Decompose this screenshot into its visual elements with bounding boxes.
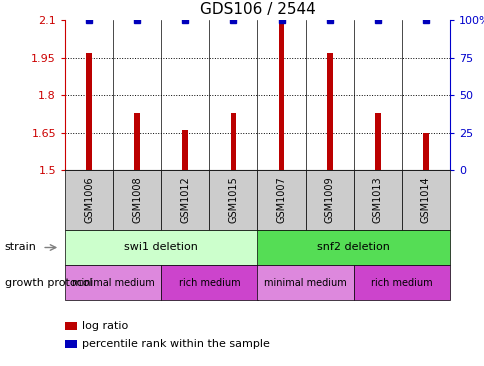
Text: GSM1007: GSM1007 [276,177,286,223]
Bar [326,52,332,170]
Bar [422,132,428,170]
Bar [134,112,140,170]
Text: GSM1006: GSM1006 [84,177,94,223]
Text: GSM1015: GSM1015 [228,177,238,223]
Text: minimal medium: minimal medium [72,277,154,288]
Text: percentile rank within the sample: percentile rank within the sample [82,339,269,349]
Text: GSM1013: GSM1013 [372,177,382,223]
Bar [230,112,236,170]
Text: GSM1014: GSM1014 [420,177,430,223]
Bar [86,52,92,170]
Text: rich medium: rich medium [178,277,240,288]
Text: rich medium: rich medium [370,277,432,288]
Text: growth protocol: growth protocol [5,277,92,288]
Bar [182,130,188,170]
Text: strain: strain [5,243,37,253]
Title: GDS106 / 2544: GDS106 / 2544 [199,3,315,18]
Text: log ratio: log ratio [82,321,128,331]
Bar [374,112,380,170]
Text: minimal medium: minimal medium [264,277,346,288]
Bar [278,22,284,170]
Text: GSM1009: GSM1009 [324,177,334,223]
Text: snf2 deletion: snf2 deletion [317,243,390,253]
Text: GSM1008: GSM1008 [132,177,142,223]
Text: GSM1012: GSM1012 [180,177,190,223]
Text: swi1 deletion: swi1 deletion [124,243,198,253]
